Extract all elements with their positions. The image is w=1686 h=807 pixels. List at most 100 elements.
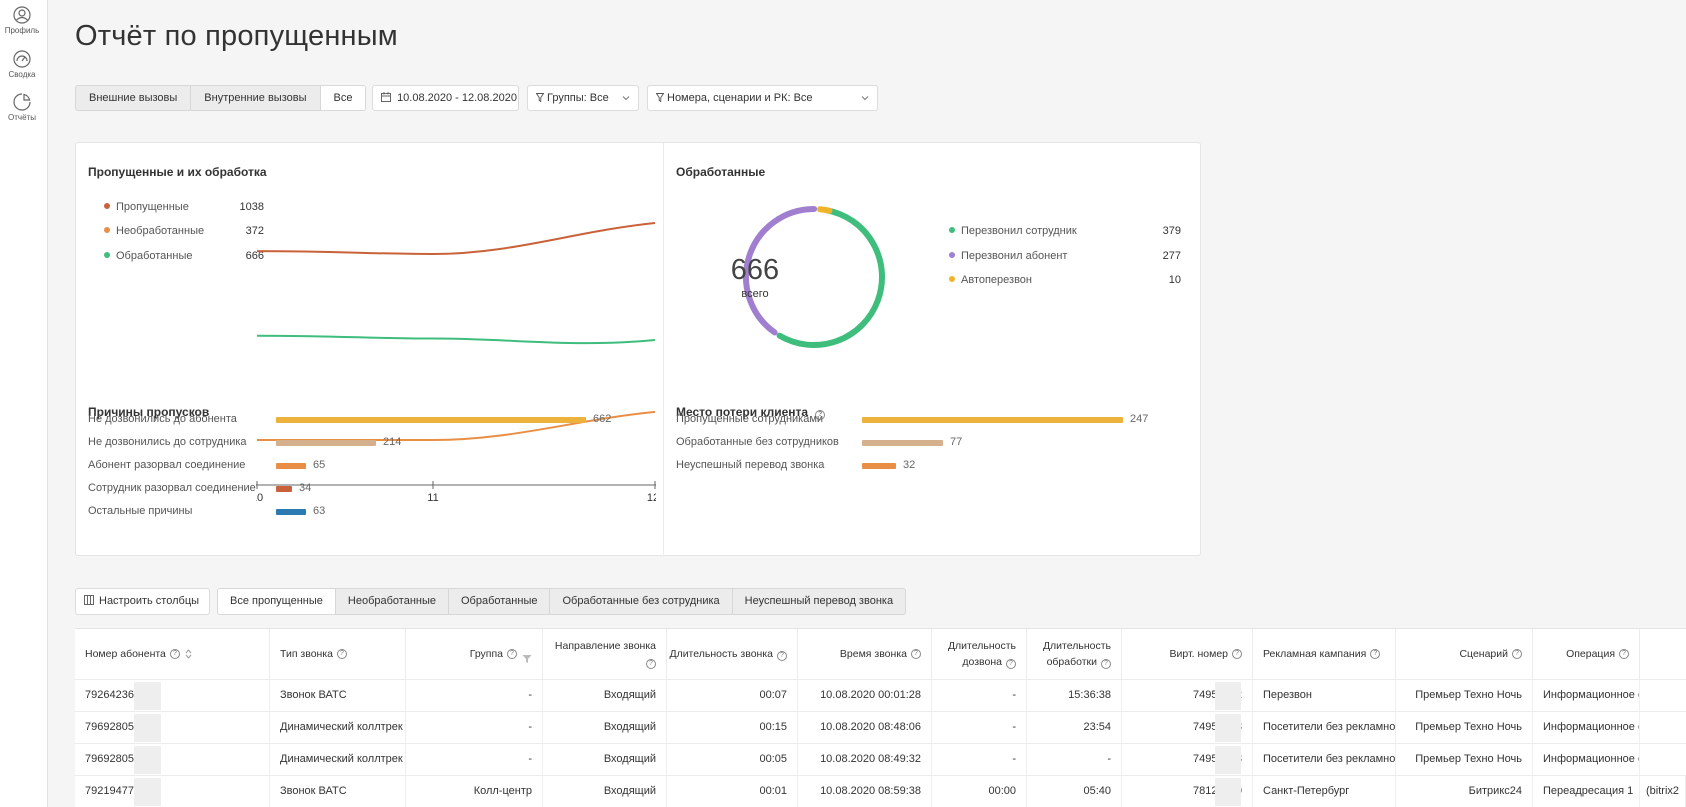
numbers-filter[interactable]: Номера, сценарии и РК: Все	[647, 85, 878, 111]
chart-pie-icon	[13, 93, 31, 111]
column-header-processing-duration[interactable]: Длительность обработки?	[1027, 629, 1122, 679]
table-cell: Перезвон	[1253, 680, 1396, 712]
column-header-label: Длительность обработки	[1042, 640, 1111, 668]
redacted-mask	[1215, 714, 1241, 742]
help-icon[interactable]: ?	[1232, 649, 1242, 659]
table-cell: Посетители без рекламно	[1253, 744, 1396, 776]
column-header-operation[interactable]: Операция?	[1533, 629, 1640, 679]
tab-failed-transfer[interactable]: Неуспешный перевод звонка	[744, 595, 894, 607]
sidebar-item-reports[interactable]: Отчёты	[0, 93, 44, 122]
column-header-duration[interactable]: Длительность звонка?	[667, 629, 798, 679]
groups-filter[interactable]: Группы: Все	[527, 85, 639, 111]
table-cell: Входящий	[543, 680, 667, 712]
column-header-time[interactable]: Время звонка?	[798, 629, 932, 679]
legend-dot	[949, 252, 955, 258]
loss-place-title: Место потери клиента?	[676, 405, 826, 420]
redacted-mask	[1215, 778, 1241, 806]
legend-unprocessed: Необработанные	[104, 225, 204, 237]
help-icon[interactable]: ?	[646, 659, 656, 669]
processed-donut-chart	[743, 206, 885, 348]
table-cell: 10.08.2020 08:49:32	[798, 744, 932, 776]
filter-icon[interactable]	[522, 654, 532, 664]
table-cell: 79264236	[75, 680, 270, 712]
redacted-mask	[1215, 682, 1241, 710]
table-cell: -	[1027, 744, 1122, 776]
help-icon[interactable]: ?	[169, 649, 180, 659]
call-type-switch: Внешние вызовы Внутренние вызовы Все	[75, 85, 367, 111]
help-icon[interactable]: ?	[1370, 649, 1381, 659]
column-header-group[interactable]: Группа?	[406, 629, 543, 679]
help-icon[interactable]: ?	[911, 649, 921, 659]
legend-value-auto-callback: 10	[1168, 274, 1181, 286]
table-cell: 10.08.2020 08:59:38	[798, 776, 932, 807]
bar	[276, 509, 306, 515]
legend-dot	[104, 227, 110, 233]
legend-staff-callback: Перезвонил сотрудник	[949, 225, 1077, 237]
call-type-all[interactable]: Все	[320, 86, 366, 110]
numbers-filter-value: Номера, сценарии и РК: Все	[667, 92, 813, 104]
column-header-campaign[interactable]: Рекламная кампания?	[1253, 629, 1396, 679]
column-header-label: Тип звонка	[280, 648, 333, 660]
bar-label: Обработанные без сотрудников	[676, 436, 839, 448]
legend-dot	[949, 227, 955, 233]
redacted-mask	[134, 746, 161, 774]
table-cell: Колл-центр	[406, 776, 543, 807]
tab-all-missed[interactable]: Все пропущенные	[218, 589, 336, 614]
table-cell: -	[406, 712, 543, 744]
help-icon[interactable]: ?	[337, 649, 347, 659]
help-icon[interactable]: ?	[507, 649, 517, 659]
column-header-label: Номер абонента	[85, 648, 166, 660]
column-header-number[interactable]: Номер абонента?	[75, 629, 270, 679]
table-cell: Звонок ВАТС	[270, 776, 406, 807]
help-icon[interactable]: ?	[1101, 659, 1111, 669]
bar-label: Абонент разорвал соединение	[88, 459, 246, 471]
call-type-internal[interactable]: Внутренние вызовы	[191, 86, 321, 110]
legend-value-client-callback: 277	[1162, 250, 1181, 262]
bar	[276, 417, 586, 423]
help-icon[interactable]: ?	[1006, 659, 1016, 669]
legend-client-callback: Перезвонил абонент	[949, 250, 1067, 262]
legend-label: Пропущенные	[116, 201, 189, 213]
configure-columns-button[interactable]: Настроить столбцы	[75, 588, 211, 615]
table-cell: 00:00	[932, 776, 1027, 807]
call-type-external[interactable]: Внешние вызовы	[76, 86, 192, 110]
help-icon[interactable]: ?	[1619, 649, 1629, 659]
bar-value: 63	[313, 505, 326, 517]
tab-unprocessed[interactable]: Необработанные	[336, 589, 449, 614]
date-range-value: 10.08.2020 - 12.08.2020	[397, 92, 517, 104]
legend-label: Перезвонил абонент	[961, 250, 1068, 262]
help-icon[interactable]: ?	[815, 410, 826, 420]
bar-label: Остальные причины	[88, 505, 193, 517]
column-header-call-type[interactable]: Тип звонка?	[270, 629, 406, 679]
tab-processed-no-staff[interactable]: Обработанные без сотрудника	[550, 589, 733, 614]
card-divider	[663, 143, 664, 557]
sort-icon[interactable]	[185, 649, 192, 659]
columns-icon	[84, 595, 94, 605]
table-cell: 15:36:38	[1027, 680, 1122, 712]
legend-auto-callback: Автоперезвон	[949, 274, 1032, 286]
sidebar-item-profile[interactable]: Профиль	[0, 6, 44, 35]
bar	[862, 463, 896, 469]
bar-label: Неуспешный перевод звонка	[676, 459, 825, 471]
bar-value: 34	[299, 482, 312, 494]
page-title: Отчёт по пропущенным	[75, 20, 398, 52]
bar	[862, 440, 943, 446]
sidebar-item-dashboard[interactable]: Сводка	[0, 50, 44, 79]
table-cell: Переадресация 1	[1533, 776, 1640, 807]
column-header-direction[interactable]: Направление звонка?	[543, 629, 667, 679]
column-header-virtual-number[interactable]: Вирт. номер?	[1122, 629, 1253, 679]
table-row[interactable]: 79692805 Динамический коллтрек - Входящий 00…	[75, 743, 1686, 776]
table-cell: 23:54	[1027, 712, 1122, 744]
column-header-dial-duration[interactable]: Длительность дозвона?	[932, 629, 1027, 679]
tab-processed[interactable]: Обработанные	[449, 589, 551, 614]
dashboard-icon	[13, 50, 31, 68]
bar	[276, 486, 292, 492]
date-range-picker[interactable]: 10.08.2020 - 12.08.2020	[372, 85, 519, 111]
table-row[interactable]: 79219477 Звонок ВАТС Колл-центр Входящий 00:…	[75, 775, 1686, 807]
help-icon[interactable]: ?	[777, 651, 787, 661]
table-row[interactable]: 79264236 Звонок ВАТС - Входящий 00:07 10.08.2…	[75, 679, 1686, 712]
table-row[interactable]: 79692805 Динамический коллтрек - Входящий 00…	[75, 711, 1686, 744]
column-header-scenario[interactable]: Сценарий?	[1396, 629, 1533, 679]
table-cell: 00:01	[667, 776, 798, 807]
help-icon[interactable]: ?	[1512, 649, 1522, 659]
